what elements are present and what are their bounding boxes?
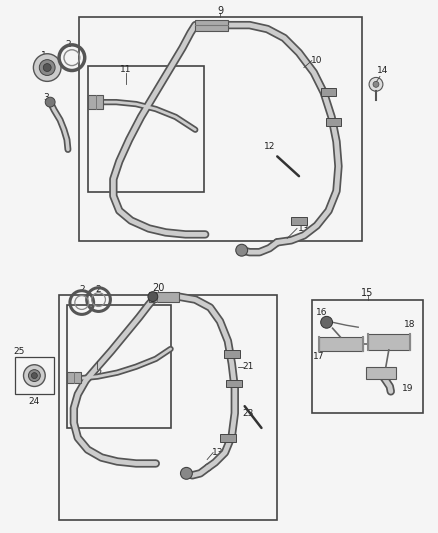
Circle shape: [24, 365, 45, 386]
Bar: [226, 379, 242, 387]
Text: 3: 3: [43, 93, 49, 102]
Text: 2: 2: [96, 285, 101, 294]
Text: 12: 12: [264, 142, 275, 151]
Bar: [368, 334, 410, 350]
Circle shape: [45, 97, 55, 107]
Bar: [67, 304, 171, 428]
Bar: [88, 95, 103, 109]
Text: 15: 15: [361, 288, 374, 297]
Text: 22: 22: [91, 369, 102, 378]
Bar: [319, 337, 363, 351]
Text: 25: 25: [13, 348, 24, 357]
Bar: [366, 367, 396, 378]
Circle shape: [39, 60, 55, 76]
Text: 16: 16: [316, 308, 328, 317]
Circle shape: [373, 82, 379, 87]
Text: 23: 23: [242, 409, 253, 418]
Circle shape: [148, 292, 158, 302]
Circle shape: [369, 77, 383, 91]
Text: 14: 14: [377, 66, 389, 75]
Text: 10: 10: [311, 56, 322, 65]
Text: 18: 18: [404, 320, 415, 329]
Circle shape: [180, 467, 192, 479]
Bar: [312, 300, 424, 413]
Bar: [59, 295, 277, 520]
Bar: [220, 434, 236, 442]
Text: 24: 24: [29, 397, 40, 406]
Bar: [88, 66, 204, 192]
Bar: [149, 292, 179, 302]
Circle shape: [32, 373, 37, 378]
Circle shape: [33, 54, 61, 82]
Bar: [67, 372, 81, 384]
Text: 11: 11: [120, 65, 132, 74]
Text: 19: 19: [402, 384, 413, 393]
Bar: [224, 350, 240, 358]
Text: 2: 2: [65, 41, 71, 50]
Circle shape: [43, 63, 51, 71]
Text: 13: 13: [212, 448, 224, 457]
Bar: [291, 216, 307, 224]
Bar: [325, 118, 342, 126]
Bar: [79, 17, 362, 241]
Text: 2: 2: [79, 285, 85, 294]
Circle shape: [321, 317, 332, 328]
Text: 17: 17: [313, 352, 325, 361]
Text: 21: 21: [242, 362, 253, 371]
Text: 13: 13: [298, 224, 310, 233]
Circle shape: [236, 244, 247, 256]
Text: 20: 20: [152, 282, 164, 293]
Bar: [195, 20, 228, 31]
Text: 9: 9: [217, 6, 223, 17]
Bar: [14, 357, 54, 394]
Text: 1: 1: [41, 51, 47, 60]
Circle shape: [28, 370, 40, 382]
Bar: [321, 88, 336, 96]
